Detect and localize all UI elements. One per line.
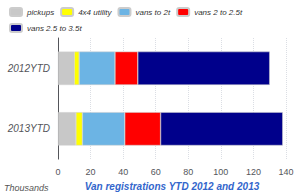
svg-text:vans to 2t: vans to 2t: [135, 8, 170, 17]
svg-text:120: 120: [246, 167, 261, 177]
svg-text:20: 20: [86, 167, 96, 177]
svg-text:80: 80: [183, 167, 193, 177]
svg-text:40: 40: [118, 167, 128, 177]
svg-text:vans 2.5 to 3.5t: vans 2.5 to 3.5t: [27, 24, 82, 33]
svg-text:4x4 utility: 4x4 utility: [78, 8, 112, 17]
svg-text:2013YTD: 2013YTD: [7, 123, 50, 134]
svg-text:100: 100: [213, 167, 228, 177]
svg-text:0: 0: [55, 167, 60, 177]
svg-text:Thousands: Thousands: [4, 183, 49, 193]
svg-text:vans 2 to 2.5t: vans 2 to 2.5t: [194, 8, 243, 17]
svg-text:60: 60: [151, 167, 161, 177]
svg-text:pickups: pickups: [26, 8, 54, 17]
svg-text:140: 140: [278, 167, 293, 177]
svg-text:2012YTD: 2012YTD: [7, 63, 50, 74]
svg-text:Van registrations YTD 2012 and: Van registrations YTD 2012 and 2013: [85, 181, 260, 192]
